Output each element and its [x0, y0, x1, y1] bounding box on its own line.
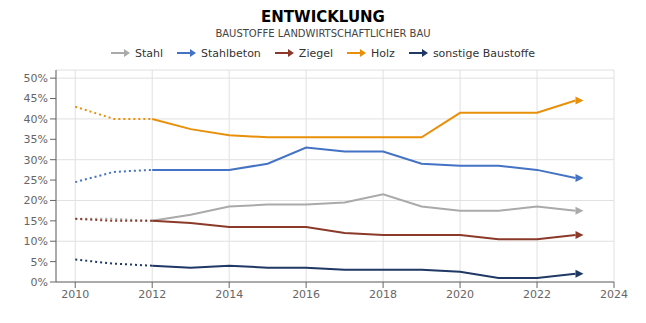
svg-text:35%: 35%	[24, 133, 48, 146]
html-text:Holz: Holz	[371, 46, 395, 60]
svg-text:0%: 0%	[31, 276, 48, 289]
html-text:Stahlbeton: Stahlbeton	[201, 46, 261, 60]
svg-text:2012: 2012	[138, 288, 166, 301]
svg-text:2010: 2010	[61, 288, 89, 301]
svg-text:2016: 2016	[292, 288, 320, 301]
svg-text:20%: 20%	[24, 194, 48, 207]
svg-text:25%: 25%	[24, 174, 48, 187]
svg-text:2014: 2014	[215, 288, 243, 301]
html-text:Ziegel: Ziegel	[298, 46, 333, 60]
svg-text:40%: 40%	[24, 113, 48, 126]
svg-text:15%: 15%	[24, 215, 48, 228]
html-text:Stahl: Stahl	[134, 46, 163, 60]
svg-text:30%: 30%	[24, 154, 48, 167]
svg-text:2018: 2018	[369, 288, 397, 301]
svg-text:2024: 2024	[600, 288, 628, 301]
svg-text:45%: 45%	[24, 92, 48, 105]
svg-text:50%: 50%	[24, 72, 48, 85]
html-text:ENTWICKLUNG: ENTWICKLUNG	[261, 8, 385, 26]
svg-text:2022: 2022	[523, 288, 551, 301]
svg-text:5%: 5%	[31, 256, 48, 269]
html-text:sonstige Baustoffe: sonstige Baustoffe	[432, 46, 535, 60]
svg-text:10%: 10%	[24, 235, 48, 248]
svg-text:2020: 2020	[446, 288, 474, 301]
html-text:BAUSTOFFE LANDWIRTSCHAFTLICHER: BAUSTOFFE LANDWIRTSCHAFTLICHER BAU	[215, 28, 431, 39]
